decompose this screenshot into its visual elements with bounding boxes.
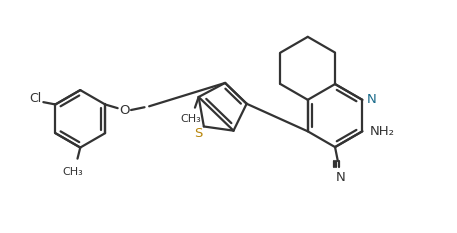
Text: Cl: Cl [29,92,42,105]
Text: CH₃: CH₃ [62,167,83,177]
Text: O: O [119,103,130,116]
Text: NH₂: NH₂ [369,125,394,138]
Text: N: N [367,93,377,106]
Text: S: S [194,127,202,140]
Text: N: N [336,171,345,184]
Text: CH₃: CH₃ [181,114,201,124]
